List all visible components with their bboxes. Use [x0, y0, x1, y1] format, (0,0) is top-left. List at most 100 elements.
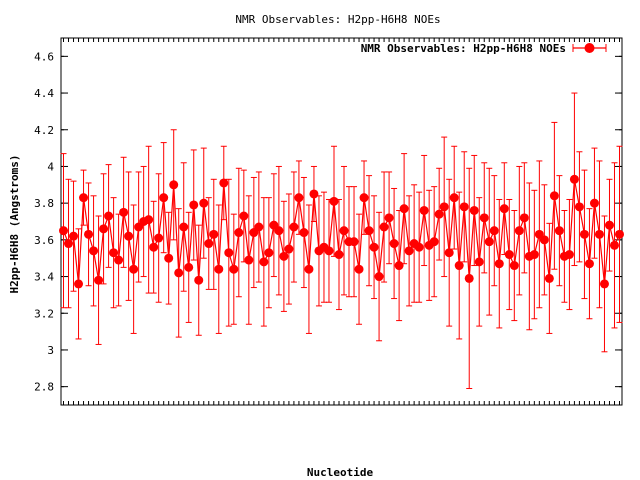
y-tick-label: 4.6: [34, 50, 54, 63]
data-point: [119, 207, 129, 217]
data-point: [169, 180, 179, 190]
data-point: [109, 248, 119, 258]
data-point: [114, 255, 124, 265]
data-point: [219, 178, 229, 188]
data-point: [469, 205, 479, 215]
data-point: [379, 222, 389, 232]
data-point: [189, 200, 199, 210]
y-tick-label: 4.2: [34, 124, 54, 137]
data-point: [434, 209, 444, 219]
data-point: [519, 213, 529, 223]
data-point: [599, 279, 609, 289]
data-point: [574, 202, 584, 212]
data-point: [474, 257, 484, 267]
data-point: [374, 272, 384, 282]
data-point: [124, 231, 134, 241]
y-tick-label: 2.8: [34, 381, 54, 394]
data-point: [399, 204, 409, 214]
data-point: [444, 248, 454, 258]
data-point: [404, 246, 414, 256]
data-point: [354, 264, 364, 274]
data-point: [149, 242, 159, 252]
data-point: [514, 226, 524, 236]
data-point: [359, 193, 369, 203]
data-point: [414, 242, 424, 252]
y-tick-label: 4.4: [34, 87, 54, 100]
data-point: [454, 261, 464, 271]
legend-label: NMR Observables: H2pp-H6H8 NOEs: [361, 42, 566, 55]
plot-frame: [60, 37, 623, 406]
data-point: [164, 253, 174, 263]
y-tick-label: 4: [47, 160, 54, 173]
data-point: [499, 204, 509, 214]
data-point: [84, 229, 94, 239]
data-point: [209, 229, 219, 239]
series-line: [62, 179, 621, 284]
chart-title: NMR Observables: H2pp-H6H8 NOEs: [235, 13, 440, 26]
data-point: [94, 275, 104, 285]
y-tick-label: 3.6: [34, 234, 54, 247]
data-point: [214, 264, 224, 274]
data-point: [59, 226, 69, 236]
data-point: [324, 246, 334, 256]
data-point: [339, 226, 349, 236]
data-point: [584, 259, 594, 269]
y-tick-label: 3.4: [34, 271, 54, 284]
data-point: [99, 224, 109, 234]
data-point: [104, 211, 114, 221]
data-point: [279, 251, 289, 261]
data-point: [369, 242, 379, 252]
data-point: [259, 257, 269, 267]
data-point: [194, 275, 204, 285]
data-point: [479, 213, 489, 223]
y-tick-label: 3.8: [34, 197, 54, 210]
data-point: [419, 205, 429, 215]
legend-marker: [584, 43, 595, 53]
data-point: [439, 202, 449, 212]
data-point: [309, 189, 319, 199]
data-point: [389, 239, 399, 249]
data-point: [229, 264, 239, 274]
data-point: [579, 229, 589, 239]
data-point: [199, 198, 209, 208]
data-point: [144, 215, 154, 225]
y-axis-label: H2pp-H6H8 (Angstroms): [8, 154, 21, 293]
data-point: [239, 211, 249, 221]
data-point: [464, 273, 474, 283]
y-axis: 2.8 3 3.2 3.4 3.6 3.8 4 4.2 4.4 4.6: [34, 50, 622, 394]
data-point: [289, 222, 299, 232]
y-tick-label: 3: [47, 344, 54, 357]
data-point: [159, 193, 169, 203]
data-point: [129, 264, 139, 274]
data-point: [549, 191, 559, 201]
data-point: [529, 250, 539, 260]
legend: NMR Observables: H2pp-H6H8 NOEs: [361, 42, 607, 55]
data-point: [299, 228, 309, 238]
x-axis: [63, 38, 620, 405]
data-point: [64, 239, 74, 249]
data-point: [204, 239, 214, 249]
data-point: [329, 196, 339, 206]
data-point: [274, 226, 284, 236]
data-point: [449, 193, 459, 203]
data-point: [554, 226, 564, 236]
data-point: [364, 226, 374, 236]
data-point: [459, 202, 469, 212]
data-point: [504, 250, 514, 260]
data-point: [294, 193, 304, 203]
data-point: [569, 174, 579, 184]
data-point: [604, 220, 614, 230]
data-point: [179, 222, 189, 232]
data-point: [184, 262, 194, 272]
data-point: [384, 213, 394, 223]
data-point: [494, 259, 504, 269]
data-point: [334, 250, 344, 260]
data-point: [264, 248, 274, 258]
data-point: [539, 235, 549, 245]
x-axis-label: Nucleotide: [307, 466, 374, 479]
y-tick-label: 3.2: [34, 307, 54, 320]
data-point: [89, 246, 99, 256]
data-point: [304, 264, 314, 274]
series-layer: [59, 92, 624, 389]
